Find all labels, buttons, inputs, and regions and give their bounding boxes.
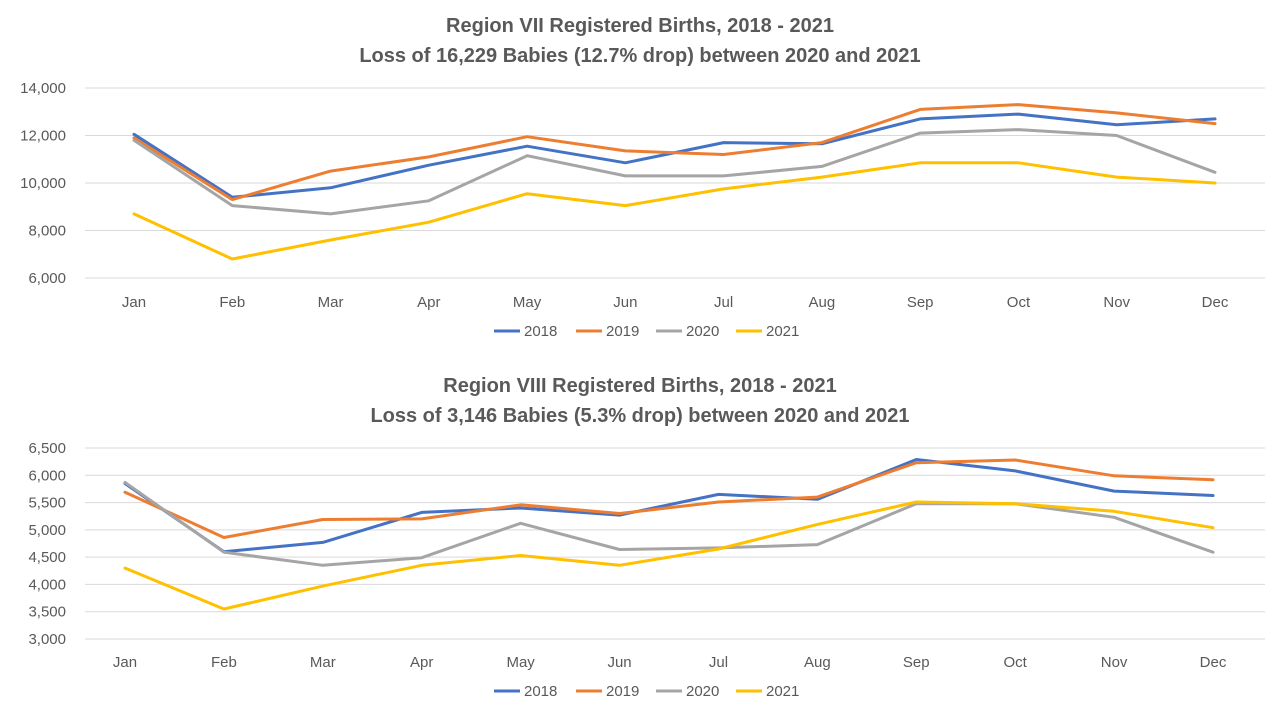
series-line-2018 — [123, 458, 1215, 554]
legend-label-2021: 2021 — [766, 323, 799, 340]
chart-title: Region VIII Registered Births, 2018 - 20… — [443, 375, 836, 397]
x-tick-label-jan: Jan — [122, 294, 146, 311]
legend-label-2020: 2020 — [686, 683, 719, 700]
series-line-2020 — [132, 128, 1217, 216]
series-line-2019 — [123, 458, 1215, 539]
legend-label-2019: 2019 — [606, 323, 639, 340]
x-tick-label-nov: Nov — [1103, 294, 1130, 311]
x-tick-label-apr: Apr — [417, 294, 440, 311]
x-tick-label-feb: Feb — [219, 294, 245, 311]
y-tick-label: 5,500 — [28, 495, 66, 512]
series-line-2020 — [123, 480, 1215, 567]
y-tick-label: 4,500 — [28, 549, 66, 566]
series-line-2018 — [132, 112, 1217, 199]
x-tick-label-jul: Jul — [709, 654, 728, 671]
legend-label-2018: 2018 — [524, 683, 557, 700]
x-tick-label-may: May — [506, 654, 535, 671]
region-vii-chart: Region VII Registered Births, 2018 - 202… — [20, 15, 1265, 340]
series-line-2019 — [132, 103, 1217, 202]
x-tick-label-aug: Aug — [809, 294, 836, 311]
x-tick-label-mar: Mar — [310, 654, 336, 671]
x-tick-label-dec: Dec — [1200, 654, 1227, 671]
y-tick-label: 8,000 — [28, 223, 66, 240]
region-viii-chart: Region VIII Registered Births, 2018 - 20… — [28, 375, 1265, 700]
series-line-2021 — [132, 161, 1217, 261]
legend-label-2018: 2018 — [524, 323, 557, 340]
y-tick-label: 4,000 — [28, 576, 66, 593]
x-tick-label-sep: Sep — [903, 654, 930, 671]
legend-label-2019: 2019 — [606, 683, 639, 700]
y-tick-label: 6,000 — [28, 270, 66, 287]
y-tick-label: 6,500 — [28, 440, 66, 457]
y-tick-label: 14,000 — [20, 80, 66, 97]
x-tick-label-oct: Oct — [1004, 654, 1028, 671]
legend-label-2021: 2021 — [766, 683, 799, 700]
x-tick-label-jul: Jul — [714, 294, 733, 311]
x-tick-label-feb: Feb — [211, 654, 237, 671]
x-tick-label-dec: Dec — [1202, 294, 1229, 311]
x-tick-label-nov: Nov — [1101, 654, 1128, 671]
y-tick-label: 10,000 — [20, 175, 66, 192]
x-tick-label-jun: Jun — [613, 294, 637, 311]
chart-title: Region VII Registered Births, 2018 - 202… — [446, 15, 834, 37]
x-tick-label-jan: Jan — [113, 654, 137, 671]
x-tick-label-sep: Sep — [907, 294, 934, 311]
y-tick-label: 5,000 — [28, 522, 66, 539]
legend-label-2020: 2020 — [686, 323, 719, 340]
x-tick-label-apr: Apr — [410, 654, 433, 671]
x-tick-label-aug: Aug — [804, 654, 831, 671]
x-tick-label-oct: Oct — [1007, 294, 1031, 311]
y-tick-label: 12,000 — [20, 128, 66, 145]
y-tick-label: 3,500 — [28, 604, 66, 621]
y-tick-label: 6,000 — [28, 467, 66, 484]
series-line-2021 — [123, 500, 1215, 611]
x-tick-label-may: May — [513, 294, 542, 311]
chart-subtitle: Loss of 3,146 Babies (5.3% drop) between… — [370, 405, 909, 427]
x-tick-label-mar: Mar — [318, 294, 344, 311]
x-tick-label-jun: Jun — [607, 654, 631, 671]
y-tick-label: 3,000 — [28, 631, 66, 648]
chart-subtitle: Loss of 16,229 Babies (12.7% drop) betwe… — [359, 45, 920, 67]
